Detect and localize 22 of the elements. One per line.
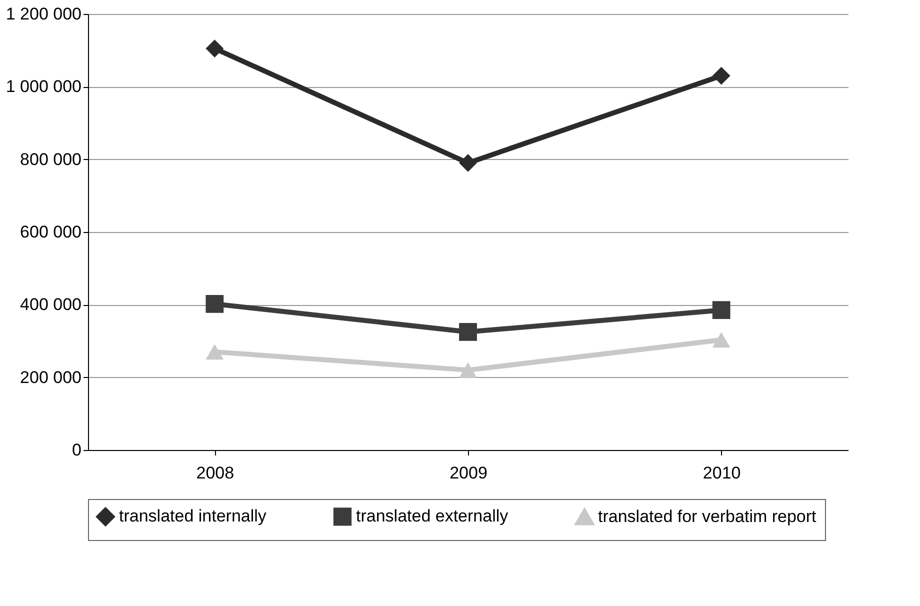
legend-label: translated internally (119, 506, 267, 526)
point (206, 40, 224, 58)
point (459, 362, 477, 378)
x-tick-label: 2008 (196, 464, 234, 482)
legend-label: translated externally (356, 506, 509, 526)
y-tick-label: 1 200 000 (6, 4, 82, 24)
y-tick-label: 800 000 (20, 150, 82, 169)
point (206, 344, 224, 360)
point (712, 66, 730, 85)
x-tick-label: 2010 (702, 464, 741, 482)
point (459, 154, 477, 172)
point (712, 301, 730, 320)
y-tick-label: 400 000 (20, 295, 82, 314)
point (712, 332, 730, 348)
x-tick-label: 2009 (450, 464, 488, 482)
point (206, 294, 224, 313)
point (459, 322, 477, 341)
y-tick-label: 1 000 000 (6, 77, 82, 96)
y-tick-label: 600 000 (20, 222, 82, 242)
legend-label: translated for verbatim report (598, 507, 817, 526)
y-tick-label: 200 000 (20, 368, 82, 387)
y-tick-label: 0 (72, 440, 82, 460)
